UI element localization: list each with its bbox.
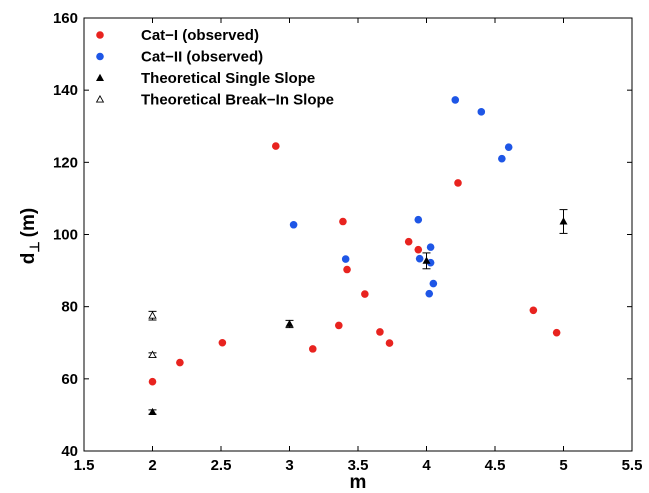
data-point-series-2 — [414, 215, 423, 224]
data-point-series-1 — [529, 306, 538, 315]
y-tick-label: 80 — [61, 299, 78, 316]
legend-label-1: Cat−I (observed) — [141, 27, 259, 44]
data-point-series-1 — [176, 358, 184, 367]
plot-area — [83, 17, 633, 452]
x-tick-label: 5.5 — [622, 457, 643, 474]
x-tick-label: 2.5 — [211, 457, 232, 474]
data-marks — [148, 96, 568, 415]
x-tick-label: 2 — [148, 457, 156, 474]
data-point-series-4 — [148, 311, 157, 319]
x-tick-label: 4 — [422, 457, 431, 474]
data-point-series-2 — [341, 255, 350, 263]
data-point-series-2 — [429, 279, 438, 288]
data-point-series-2 — [498, 154, 506, 163]
data-point-series-1 — [404, 237, 413, 246]
x-tick-label: 1.5 — [74, 457, 95, 474]
data-point-series-2 — [289, 220, 298, 229]
data-point-series-2 — [504, 143, 513, 151]
data-point-series-1 — [552, 328, 561, 337]
legend-marker-4 — [95, 94, 105, 103]
data-point-series-3 — [148, 407, 157, 415]
data-point-series-2 — [415, 254, 424, 263]
y-tick-label: 40 — [61, 443, 78, 460]
data-point-series-2 — [426, 243, 435, 251]
data-point-series-2 — [451, 96, 460, 104]
y-axis-title-group: d⊥ (m) — [18, 208, 42, 265]
y-tick-label: 100 — [53, 227, 78, 244]
data-point-series-1 — [339, 217, 347, 226]
data-point-series-1 — [385, 339, 394, 347]
data-point-series-1 — [343, 265, 351, 274]
legend-label-4: Theoretical Break−In Slope — [141, 92, 334, 109]
data-point-series-1 — [414, 245, 423, 254]
data-point-series-2 — [477, 108, 486, 116]
y-axis-title: d⊥ (m) — [18, 208, 42, 265]
legend-label-2: Cat−II (observed) — [141, 49, 263, 66]
data-point-series-1 — [335, 321, 343, 330]
y-tick-label: 140 — [53, 82, 78, 99]
data-point-series-3 — [285, 319, 294, 327]
data-point-series-2 — [425, 289, 434, 298]
data-point-series-3 — [559, 217, 568, 225]
y-axis-title-unit: (m) — [18, 208, 39, 238]
y-tick-label: 120 — [53, 154, 78, 171]
y-tick-label: 160 — [53, 10, 78, 27]
x-tick-label: 5 — [559, 457, 567, 474]
axis-ticks: 1.5 2 2.5 3 3.5 4 4.5 5 5.5 40 60 80 100 120 140 160 — [53, 10, 642, 474]
data-point-series-4 — [148, 350, 157, 358]
y-axis-title-main: d — [18, 253, 39, 265]
data-point-series-1 — [361, 290, 369, 298]
data-point-series-1 — [308, 345, 317, 353]
y-tick-label: 60 — [61, 371, 78, 388]
x-tick-label: 3.5 — [348, 457, 369, 474]
data-point-series-1 — [454, 179, 462, 187]
legend-marker-2 — [96, 52, 104, 61]
legend-marker-1 — [96, 31, 104, 39]
legend-marker-3 — [96, 73, 104, 81]
data-point-series-1 — [272, 142, 280, 150]
x-tick-label: 3 — [285, 457, 293, 474]
legend: Cat−I (observed) Cat−II (observed) Theoret… — [95, 27, 334, 109]
data-point-series-1 — [218, 338, 227, 347]
x-axis-title: m — [350, 472, 367, 493]
legend-label-3: Theoretical Single Slope — [141, 70, 315, 87]
x-tick-label: 4.5 — [485, 457, 506, 474]
data-point-series-1 — [148, 377, 157, 386]
data-point-series-3 — [422, 256, 431, 264]
data-point-series-1 — [376, 328, 384, 336]
y-axis-title-subscript: ⊥ — [27, 241, 42, 252]
